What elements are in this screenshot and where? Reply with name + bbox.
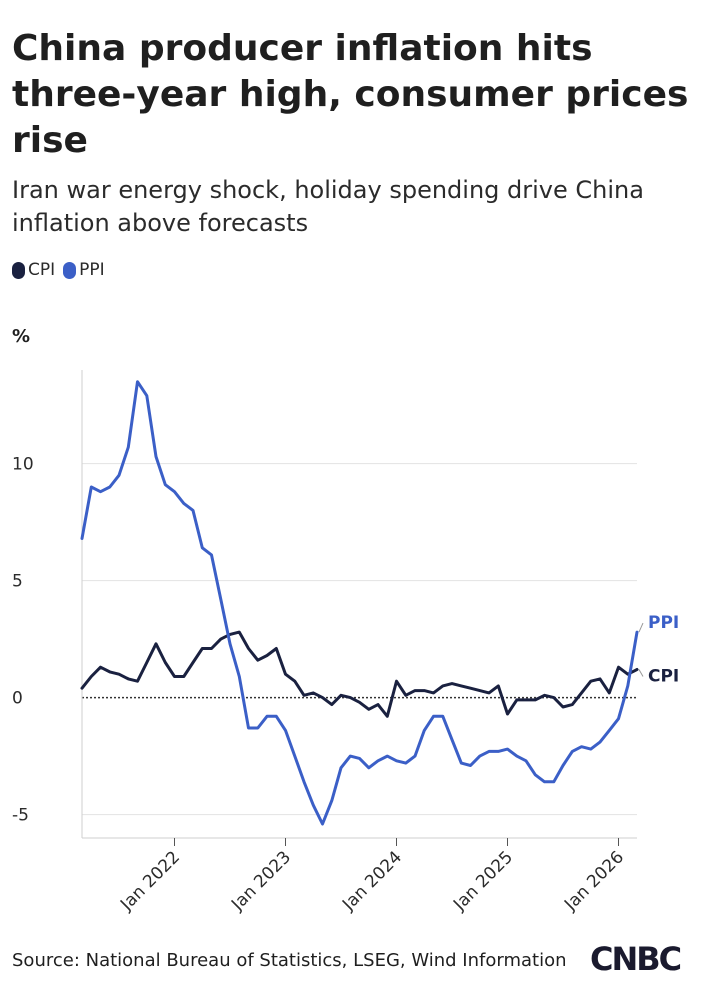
legend-item-cpi: CPI [12, 260, 55, 280]
legend-swatch-ppi [63, 261, 77, 279]
series-line-ppi [80, 380, 639, 826]
legend-label-cpi: CPI [28, 260, 56, 280]
legend: CPI PPI [12, 260, 113, 280]
end-label-ppi: PPI [648, 613, 679, 633]
source-note: Source: National Bureau of Statistics, L… [12, 950, 567, 971]
x-tick-label: Jan 2023 [227, 847, 295, 915]
legend-swatch-cpi [12, 261, 25, 279]
y-axis-unit-label: % [12, 326, 31, 347]
cnbc-logo: CNBC [590, 940, 682, 978]
x-tick-label: Jan 2025 [449, 847, 517, 915]
series-line-cpi [80, 630, 639, 718]
x-tick-label: Jan 2026 [560, 847, 628, 915]
chart-subtitle: Iran war energy shock, holiday spending … [12, 176, 644, 237]
y-tick-label: 5 [12, 572, 23, 592]
legend-item-ppi: PPI [63, 260, 105, 280]
line-chart: -5 0 5 10 Jan 2022 Jan 2023 Jan 2024 Jan 2025 Ja… [12, 370, 679, 915]
end-label-leader [638, 622, 644, 633]
end-label-cpi: CPI [648, 667, 679, 687]
y-tick-label: 0 [12, 689, 23, 709]
chart-title: China producer inflation hits three-year… [12, 28, 689, 161]
y-tick-label: -5 [12, 806, 29, 826]
legend-label-ppi: PPI [79, 260, 105, 280]
x-tick-label: Jan 2022 [116, 847, 184, 915]
x-tick-label: Jan 2024 [338, 847, 406, 915]
y-tick-label: 10 [12, 455, 34, 475]
end-label-leader [638, 669, 644, 677]
